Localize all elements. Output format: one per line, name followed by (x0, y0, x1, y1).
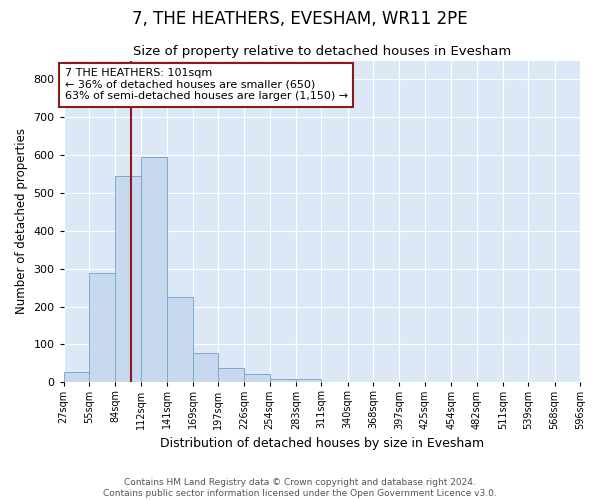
Y-axis label: Number of detached properties: Number of detached properties (15, 128, 28, 314)
Bar (115, 176, 141, 382)
X-axis label: Distribution of detached houses by size in Evesham: Distribution of detached houses by size … (160, 437, 484, 450)
Bar (167, 297, 193, 382)
Text: 7, THE HEATHERS, EVESHAM, WR11 2PE: 7, THE HEATHERS, EVESHAM, WR11 2PE (132, 10, 468, 28)
Bar (141, 157, 167, 382)
Text: 7 THE HEATHERS: 101sqm
← 36% of detached houses are smaller (650)
63% of semi-de: 7 THE HEATHERS: 101sqm ← 36% of detached… (65, 68, 348, 102)
Bar (218, 368, 244, 382)
Text: Contains HM Land Registry data © Crown copyright and database right 2024.
Contai: Contains HM Land Registry data © Crown c… (103, 478, 497, 498)
Bar (64, 372, 89, 382)
Title: Size of property relative to detached houses in Evesham: Size of property relative to detached ho… (133, 45, 511, 58)
Bar (296, 380, 322, 382)
Bar (193, 353, 218, 382)
Bar (89, 272, 115, 382)
Bar (269, 378, 296, 382)
Bar (244, 374, 269, 382)
